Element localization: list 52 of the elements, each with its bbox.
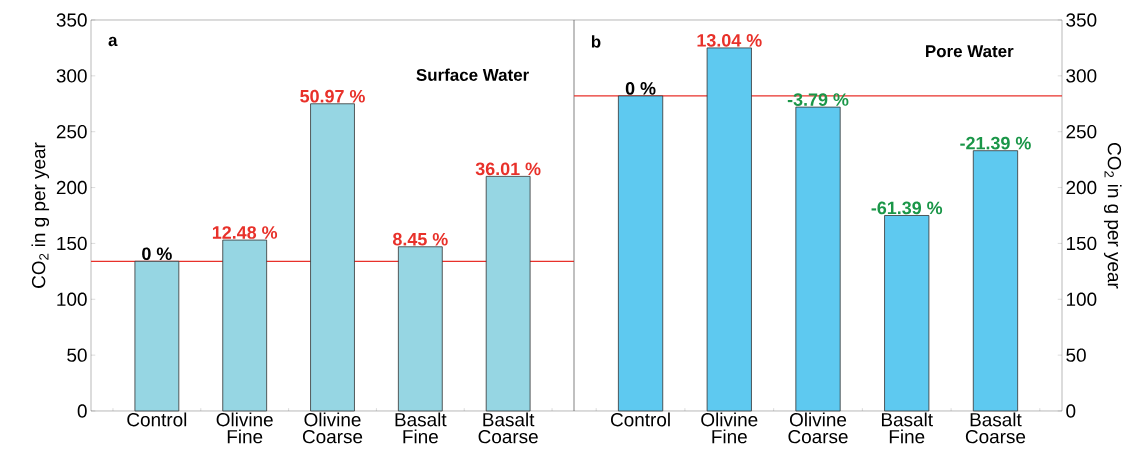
y-tick-label: 200 <box>56 180 87 195</box>
x-tick-label: Basalt Coarse <box>965 412 1026 444</box>
y-tick-label: 100 <box>1066 292 1097 306</box>
annotation: 8.45 % <box>392 232 448 246</box>
x-tick-label: Olivine Coarse <box>788 412 848 444</box>
y-tick-label: 250 <box>56 125 87 139</box>
annotation: 36.01 % <box>475 162 541 176</box>
y-tick-label: 50 <box>67 348 87 362</box>
x-tick-label: Olivine Fine <box>216 412 273 444</box>
annotation: -3.79 % <box>787 93 849 106</box>
y-tick-label: 150 <box>57 236 87 251</box>
bar <box>222 239 268 412</box>
y-tick-label: 150 <box>1066 236 1097 251</box>
annotation: 12.48 % <box>212 226 278 239</box>
bar <box>795 106 841 412</box>
text: Surface Water <box>416 68 529 81</box>
bar <box>310 103 355 412</box>
x-tick-label: Basalt Coarse <box>478 412 538 444</box>
annotation: a <box>108 36 118 47</box>
annotation: b <box>591 35 601 48</box>
bar <box>706 47 752 412</box>
y-tick-label: 50 <box>1066 348 1086 362</box>
annotation: -61.39 % <box>871 201 943 215</box>
annotation: -21.39 % <box>960 136 1031 150</box>
y-tick-label: 200 <box>1066 180 1097 195</box>
bar <box>972 150 1019 412</box>
annotation: 0 % <box>142 247 172 261</box>
text: Pore Water <box>926 45 1014 58</box>
x-tick-label: Basalt Fine <box>395 412 447 444</box>
y-axis-title: CO$_{2}$ in g per year <box>1103 143 1122 289</box>
x-tick-label: Control <box>127 412 187 427</box>
bar <box>617 95 664 412</box>
x-tick-label: Olivine Coarse <box>302 412 363 444</box>
x-tick-label: Control <box>611 412 670 427</box>
x-tick-label: Olivine Fine <box>701 412 758 444</box>
y-tick-label: 0 <box>77 404 87 418</box>
annotation: 13.04 % <box>697 33 762 47</box>
y-axis-title: CO$_{2}$ in g per year <box>31 142 50 288</box>
annotation: 0 % <box>625 82 656 95</box>
annotation: 50.97 % <box>300 89 365 103</box>
x-tick-label: Basalt Fine <box>881 412 933 444</box>
y-tick-label: 300 <box>56 69 87 83</box>
y-tick-label: 100 <box>57 292 87 306</box>
y-tick-label: 300 <box>1066 69 1097 83</box>
bar <box>134 260 180 412</box>
bar <box>397 246 443 412</box>
bar <box>485 175 531 412</box>
y-tick-label: 0 <box>1066 404 1076 418</box>
y-tick-label: 350 <box>1066 13 1097 27</box>
bar <box>884 215 930 412</box>
y-tick-label: 350 <box>56 13 87 27</box>
y-tick-label: 250 <box>1066 125 1097 139</box>
